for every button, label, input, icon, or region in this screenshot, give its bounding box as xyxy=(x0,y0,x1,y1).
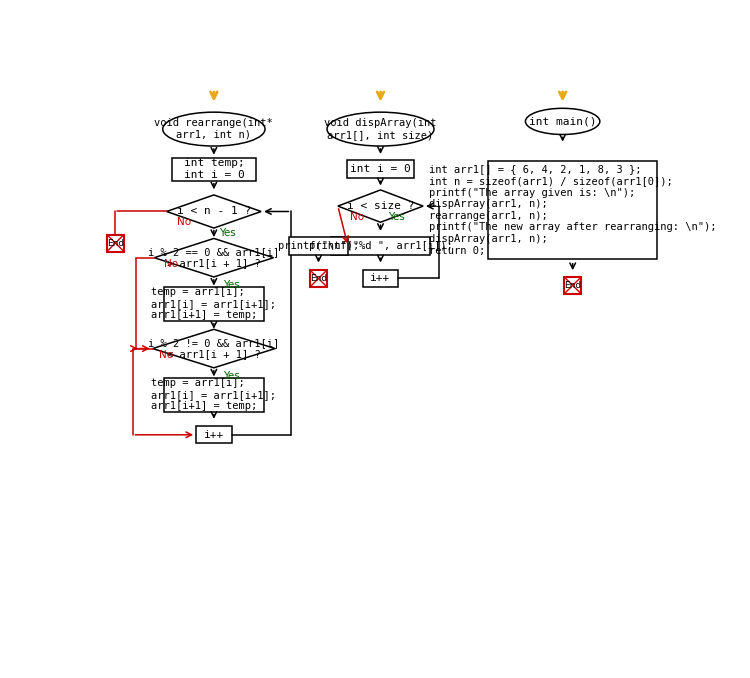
Text: Yes: Yes xyxy=(223,279,239,290)
Bar xyxy=(564,277,581,294)
Bar xyxy=(347,160,414,178)
Text: i % 2 == 0 && arr1[i]
> arr1[i + 1] ?: i % 2 == 0 && arr1[i] > arr1[i + 1] ? xyxy=(148,247,280,268)
Text: int main(): int main() xyxy=(529,117,596,126)
Text: Yes: Yes xyxy=(388,212,404,222)
Bar xyxy=(164,378,264,412)
Text: i < n - 1 ?: i < n - 1 ? xyxy=(177,207,251,216)
Bar xyxy=(164,287,264,321)
Text: i < size ?: i < size ? xyxy=(346,201,414,211)
Text: Yes: Yes xyxy=(220,228,236,238)
Text: No: No xyxy=(159,350,173,360)
Bar xyxy=(310,270,327,287)
Text: End: End xyxy=(564,281,581,290)
Text: printf("\n");: printf("\n"); xyxy=(278,241,359,251)
Text: i++: i++ xyxy=(370,273,391,283)
Text: i % 2 != 0 && arr1[i]
< arr1[i + 1] ?: i % 2 != 0 && arr1[i] < arr1[i + 1] ? xyxy=(148,338,280,359)
Text: No: No xyxy=(177,217,191,227)
Text: printf("%d ", arr1[i]);: printf("%d ", arr1[i]); xyxy=(309,241,452,251)
Text: i++: i++ xyxy=(204,430,224,440)
Bar xyxy=(364,270,398,287)
Polygon shape xyxy=(154,239,274,277)
Text: temp = arr1[i];
arr1[i] = arr1[i+1];
arr1[i+1] = temp;: temp = arr1[i]; arr1[i] = arr1[i+1]; arr… xyxy=(152,287,276,321)
Polygon shape xyxy=(153,330,275,367)
Text: void rearrange(int*
arr1, int n): void rearrange(int* arr1, int n) xyxy=(154,118,273,140)
Polygon shape xyxy=(338,190,423,222)
Bar xyxy=(289,237,348,256)
Text: void dispArray(int
arr1[], int size): void dispArray(int arr1[], int size) xyxy=(324,118,436,140)
Text: temp = arr1[i];
arr1[i] = arr1[i+1];
arr1[i+1] = temp;: temp = arr1[i]; arr1[i] = arr1[i+1]; arr… xyxy=(152,378,276,412)
Bar xyxy=(488,161,657,259)
Text: Yes: Yes xyxy=(223,370,239,380)
Text: End: End xyxy=(310,274,327,283)
Bar xyxy=(107,235,124,252)
Bar xyxy=(196,426,232,443)
Bar xyxy=(172,157,256,181)
Text: No: No xyxy=(350,212,364,222)
Text: int arr1[] = { 6, 4, 2, 1, 8, 3 };
int n = sizeof(arr1) / sizeof(arr1[0]);
print: int arr1[] = { 6, 4, 2, 1, 8, 3 }; int n… xyxy=(429,164,716,256)
Text: End: End xyxy=(107,239,124,247)
Polygon shape xyxy=(166,195,261,228)
Text: No: No xyxy=(164,259,178,269)
Text: int temp;
int i = 0: int temp; int i = 0 xyxy=(184,159,244,180)
Text: int i = 0: int i = 0 xyxy=(350,164,411,174)
Bar xyxy=(331,237,430,256)
